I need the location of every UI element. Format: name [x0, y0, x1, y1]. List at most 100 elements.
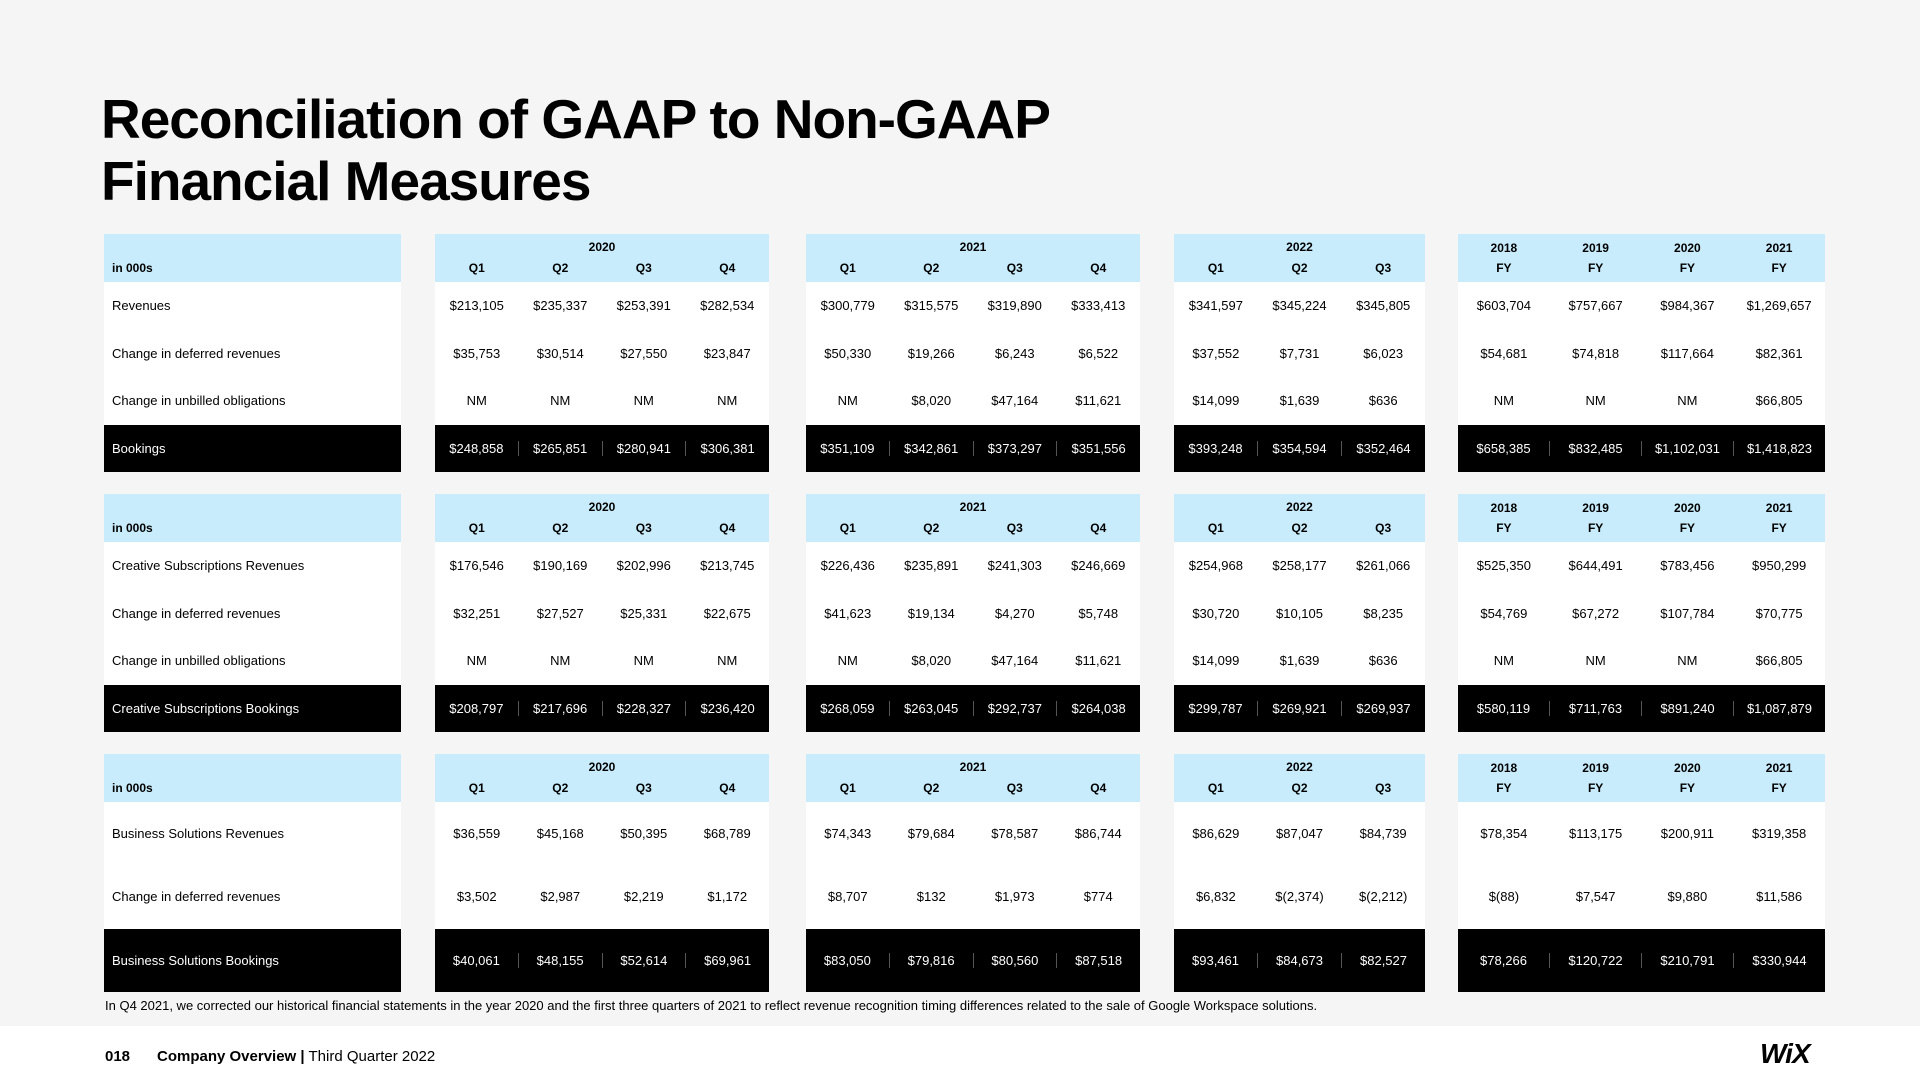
- table-row: $37,552 $7,731 $6,023: [1174, 329, 1425, 377]
- table-cell: $525,350: [1476, 558, 1531, 574]
- quarter-header: 2022 Q1 Q2 Q3: [1174, 494, 1425, 542]
- fy-year: 2020: [1674, 761, 1701, 775]
- total-row: $40,061 $48,155 $52,614 $69,961: [435, 928, 769, 992]
- row-label-text: Creative Subscriptions Bookings: [112, 700, 300, 716]
- table-cell: $319,890: [987, 298, 1042, 314]
- table-row: NM $8,020 $47,164 $11,621: [806, 637, 1140, 685]
- table-cell: NM: [466, 393, 487, 409]
- table-cell: $87,518: [1056, 952, 1140, 968]
- table-cell: $50,330: [824, 345, 872, 361]
- table-row: $36,559 $45,168 $50,395 $68,789: [435, 802, 769, 866]
- table-cell: $269,937: [1341, 700, 1425, 716]
- table-cell: $23,847: [703, 345, 751, 361]
- table-cell: $79,684: [907, 826, 955, 842]
- quarter-header: 2021 Q1 Q2 Q3 Q4: [806, 234, 1140, 282]
- total-row: $248,858 $265,851 $280,941 $306,381: [435, 424, 769, 472]
- table-cell: $48,155: [517, 952, 602, 968]
- table-cell: $35,753: [453, 345, 501, 361]
- quarterly-group-2021: 2021 Q1 Q2 Q3 Q4 $226,436 $235,891 $241,303 $246…: [806, 494, 1140, 732]
- quarter-column-header: Q1: [839, 261, 856, 275]
- table-cell: $345,224: [1272, 298, 1327, 314]
- table-cell: $19,266: [907, 345, 955, 361]
- quarter-column-header: Q4: [1090, 781, 1107, 795]
- table-cell: $299,787: [1188, 700, 1243, 716]
- table-cell: NM: [837, 653, 858, 669]
- year-label: 2021: [959, 240, 987, 254]
- table-row: $32,251 $27,527 $25,331 $22,675: [435, 589, 769, 637]
- fy-column-header: 2019 FY: [1550, 494, 1642, 542]
- table-cell: $354,594: [1257, 440, 1341, 456]
- total-row-label: Creative Subscriptions Bookings: [104, 684, 401, 732]
- table-cell: $41,623: [824, 605, 872, 621]
- table-cell: $45,168: [536, 826, 584, 842]
- quarterly-group-2020: 2020 Q1 Q2 Q3 Q4 $213,105 $235,337 $253,391 $282…: [435, 234, 769, 472]
- table-cell: $236,420: [685, 700, 769, 716]
- units-label: in 000s: [112, 521, 153, 535]
- table-row: $3,502 $2,987 $2,219 $1,172: [435, 865, 769, 929]
- table-cell: $264,038: [1056, 700, 1140, 716]
- fy-label: FY: [1771, 261, 1787, 275]
- table-cell: $282,534: [700, 298, 755, 314]
- units-label: in 000s: [112, 781, 153, 795]
- quarter-column-header: Q1: [1207, 261, 1224, 275]
- footer-period: Third Quarter 2022: [308, 1048, 436, 1065]
- table-cell: $658,385: [1476, 440, 1531, 456]
- fy-column-header: 2018 FY: [1458, 234, 1550, 282]
- table-cell: $78,266: [1480, 952, 1527, 968]
- fy-year: 2020: [1674, 241, 1701, 255]
- quarter-header: 2020 Q1 Q2 Q3 Q4: [435, 494, 769, 542]
- fy-label: FY: [1771, 781, 1787, 795]
- total-row: $93,461 $84,673 $82,527: [1174, 928, 1425, 992]
- quarter-column-header: Q2: [1291, 781, 1308, 795]
- quarter-column-header: Q1: [839, 781, 856, 795]
- quarter-column-header: Q4: [1090, 521, 1107, 535]
- table-cell: NM: [1585, 653, 1606, 669]
- table-cell: $6,522: [1078, 345, 1119, 361]
- quarter-column-header: Q4: [719, 781, 736, 795]
- fy-column-header: 2018 FY: [1458, 754, 1550, 802]
- table-cell: $319,358: [1752, 826, 1807, 842]
- table-cell: $208,797: [449, 700, 504, 716]
- fy-column-header: 2019 FY: [1550, 754, 1642, 802]
- fy-year: 2019: [1582, 761, 1609, 775]
- table-row: $54,769 $67,272 $107,784 $70,775: [1458, 589, 1825, 637]
- table-cell: NM: [550, 393, 571, 409]
- table-cell: $3,502: [456, 889, 497, 905]
- table-cell: $84,739: [1359, 826, 1407, 842]
- quarter-column-header: Q4: [719, 521, 736, 535]
- table-cell: $6,832: [1195, 889, 1236, 905]
- table-cell: $78,587: [991, 826, 1039, 842]
- table-cell: $40,061: [452, 952, 500, 968]
- total-row: $351,109 $342,861 $373,297 $351,556: [806, 424, 1140, 472]
- row-labels-block: in 000s Creative Subscriptions Revenues Ch…: [104, 494, 401, 732]
- table-section: in 000s Revenues Change in deferred revenu…: [0, 234, 1920, 472]
- quarter-column-header: Q2: [923, 521, 940, 535]
- table-cell: $83,050: [823, 952, 871, 968]
- table-cell: $54,769: [1480, 605, 1528, 621]
- footer-company-overview: Company Overview: [157, 1048, 297, 1065]
- page-title: Reconciliation of GAAP to Non-GAAP Finan…: [101, 88, 1051, 212]
- row-label-text: Change in unbilled obligations: [112, 393, 286, 409]
- footer: [0, 1026, 1920, 1080]
- table-cell: $117,664: [1660, 345, 1714, 361]
- row-labels-block: in 000s Business Solutions Revenues Change…: [104, 754, 401, 992]
- table-cell: $280,941: [601, 440, 686, 456]
- table-cell: $226,436: [820, 558, 875, 574]
- table-row: $50,330 $19,266 $6,243 $6,522: [806, 329, 1140, 377]
- table-row: $14,099 $1,639 $636: [1174, 377, 1425, 425]
- table-cell: $636: [1368, 393, 1398, 409]
- table-cell: $47,164: [991, 653, 1039, 669]
- quarter-header: 2020 Q1 Q2 Q3 Q4: [435, 754, 769, 802]
- table-cell: $113,175: [1568, 826, 1623, 842]
- table-cell: $241,303: [987, 558, 1042, 574]
- table-cell: $14,099: [1192, 653, 1240, 669]
- table-row: $603,704 $757,667 $984,367 $1,269,657: [1458, 282, 1825, 330]
- table-cell: $30,514: [536, 345, 584, 361]
- quarter-column-header: Q3: [1006, 261, 1023, 275]
- table-cell: $11,586: [1756, 889, 1803, 905]
- quarter-column-header: Q2: [923, 781, 940, 795]
- table-cell: $36,559: [453, 826, 501, 842]
- table-cell: $19,134: [907, 605, 955, 621]
- table-cell: $1,172: [707, 889, 748, 905]
- total-row-label: Business Solutions Bookings: [104, 928, 401, 992]
